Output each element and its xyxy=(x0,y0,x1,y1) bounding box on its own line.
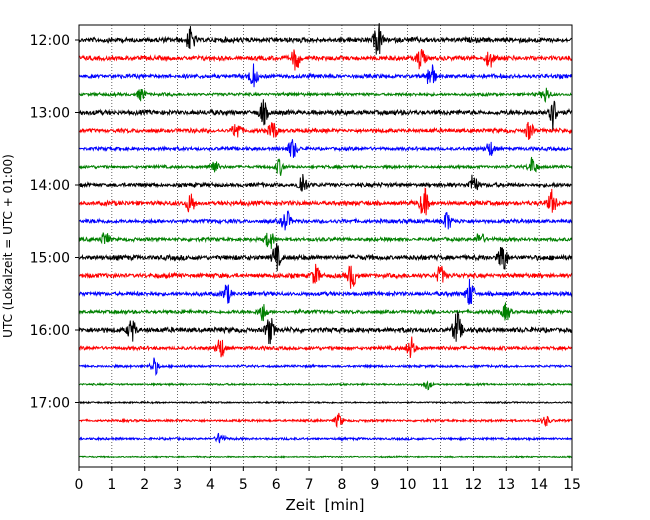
trace-4 xyxy=(78,99,573,132)
trace-21 xyxy=(78,412,573,429)
x-tick-label-2: 2 xyxy=(140,477,149,493)
trace-17 xyxy=(78,336,573,359)
trace-11 xyxy=(78,232,573,249)
y-tick-label-0: 12:00 xyxy=(30,33,70,49)
y-axis-ticks: 12:00 13:00 14:00 15:00 16:00 17:00 xyxy=(30,33,79,412)
x-tick-label-3: 3 xyxy=(173,477,182,493)
x-axis-ticks: 0 1 2 3 4 5 6 7 8 9 10 11 12 13 14 15 xyxy=(75,467,581,493)
trace-3 xyxy=(78,87,573,103)
trace-5 xyxy=(78,121,573,140)
trace-22 xyxy=(78,432,573,444)
y-tick-label-1: 13:00 xyxy=(30,106,70,122)
trace-15 xyxy=(78,302,573,322)
trace-7 xyxy=(78,156,573,176)
x-tick-label-14: 14 xyxy=(530,477,548,493)
y-tick-label-3: 15:00 xyxy=(30,251,70,267)
x-tick-label-9: 9 xyxy=(370,477,379,493)
y-tick-label-4: 16:00 xyxy=(30,323,70,339)
trace-18 xyxy=(78,357,573,377)
x-tick-label-5: 5 xyxy=(239,477,248,493)
trace-6 xyxy=(78,139,573,158)
seismic-traces xyxy=(78,23,573,459)
y-tick-label-2: 14:00 xyxy=(30,178,70,194)
x-tick-label-15: 15 xyxy=(563,477,581,493)
trace-12 xyxy=(78,242,573,272)
trace-0 xyxy=(78,23,573,55)
trace-13 xyxy=(78,263,573,289)
x-tick-label-8: 8 xyxy=(337,477,346,493)
trace-16 xyxy=(78,311,573,345)
x-tick-label-11: 11 xyxy=(432,477,450,493)
trace-9 xyxy=(78,187,573,216)
trace-20 xyxy=(78,400,573,405)
trace-1 xyxy=(78,48,573,71)
trace-14 xyxy=(78,278,573,305)
trace-2 xyxy=(78,63,573,88)
y-tick-label-5: 17:00 xyxy=(30,396,70,412)
x-tick-label-4: 4 xyxy=(206,477,215,493)
x-tick-label-7: 7 xyxy=(305,477,314,493)
trace-8 xyxy=(78,173,573,192)
x-tick-label-0: 0 xyxy=(75,477,84,493)
trace-10 xyxy=(78,210,573,231)
y-axis-label: UTC (Lokalzeit = UTC + 01:00) xyxy=(1,154,15,338)
x-tick-label-6: 6 xyxy=(272,477,281,493)
trace-23 xyxy=(78,454,572,459)
x-tick-label-12: 12 xyxy=(464,477,482,493)
trace-19 xyxy=(78,380,573,391)
x-tick-label-13: 13 xyxy=(497,477,515,493)
x-tick-label-1: 1 xyxy=(107,477,116,493)
x-axis-label: Zeit [min] xyxy=(285,496,364,514)
plot-frame xyxy=(78,24,573,468)
x-tick-label-10: 10 xyxy=(399,477,417,493)
